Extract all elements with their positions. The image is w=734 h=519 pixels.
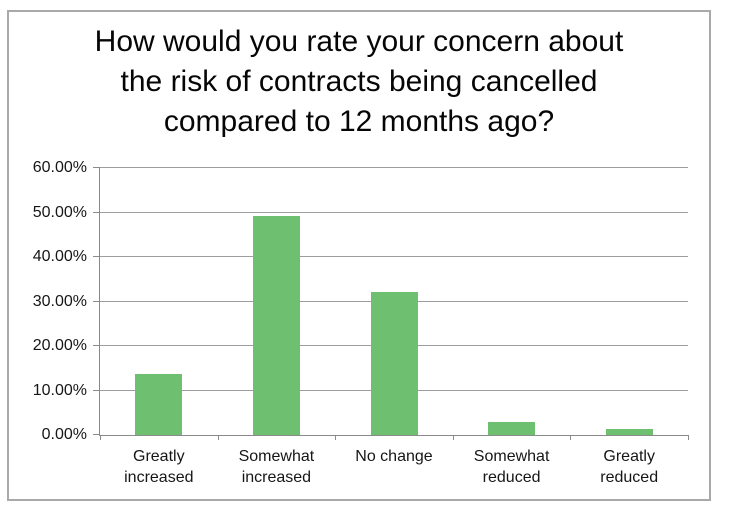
y-axis-tick [93,389,100,391]
x-axis-label: Somewhat reduced [453,446,571,488]
x-axis-tick [335,435,337,440]
y-axis-tick-label: 20.00% [32,337,87,354]
x-axis-label-line: No change [355,448,433,465]
x-axis-label-line: reduced [600,469,659,486]
bar-greatly-increased [135,373,183,435]
x-axis-label: Greatly increased [100,446,218,488]
y-axis-tick-label: 40.00% [32,248,87,265]
y-axis-tick-label: 60.00% [32,159,87,176]
y-axis-tick-label: 50.00% [32,203,87,221]
x-axis-label: Greatly reduced [570,446,688,488]
x-axis-label-line: reduced [482,469,541,486]
y-gridline [100,167,688,168]
bar-somewhat-increased [252,216,300,435]
bar-no-change [370,292,418,435]
y-axis-tick-label: 0.00% [41,426,87,443]
x-axis-tick [217,435,219,440]
x-axis-label-line: increased [241,469,312,486]
plot-area: 0.00% 10.00% 20.00% 30.00% 40.00% 50.00% 60.00… [33,159,689,486]
chart-title: How would you rate your concern about the… [9,22,709,142]
y-axis-tick-label: 30.00% [32,292,87,310]
x-axis-tick [100,435,101,440]
x-axis-label: No change [335,446,453,467]
y-axis-tick [93,211,100,213]
y-axis-tick [93,256,100,257]
y-axis-tick [93,434,100,435]
x-axis-label-line: Greatly [133,448,185,465]
x-axis-label: Somewhat increased [218,446,336,488]
bar-somewhat-reduced [488,422,536,435]
x-axis-label-line: Somewhat [473,448,550,465]
bar-greatly-reduced [605,429,653,435]
y-gridline [100,256,688,257]
chart-title-line: compared to 12 months ago? [163,105,555,138]
chart-title-line: How would you rate your concern about [94,25,624,58]
y-axis-tick-label: 10.00% [32,381,87,399]
y-axis-tick [93,167,100,168]
y-gridline [100,211,688,213]
x-axis-tick [452,435,454,440]
x-axis-tick [688,435,689,440]
chart-frame: How would you rate your concern about the… [7,10,711,501]
x-axis-label-line: Greatly [603,448,655,465]
x-axis-label-line: Somewhat [238,448,315,465]
y-axis-tick [93,300,100,302]
x-axis-tick [570,435,572,440]
x-axis-label-line: increased [124,469,194,486]
chart-title-line: the risk of contracts being cancelled [120,65,598,98]
y-axis-tick [93,345,100,346]
